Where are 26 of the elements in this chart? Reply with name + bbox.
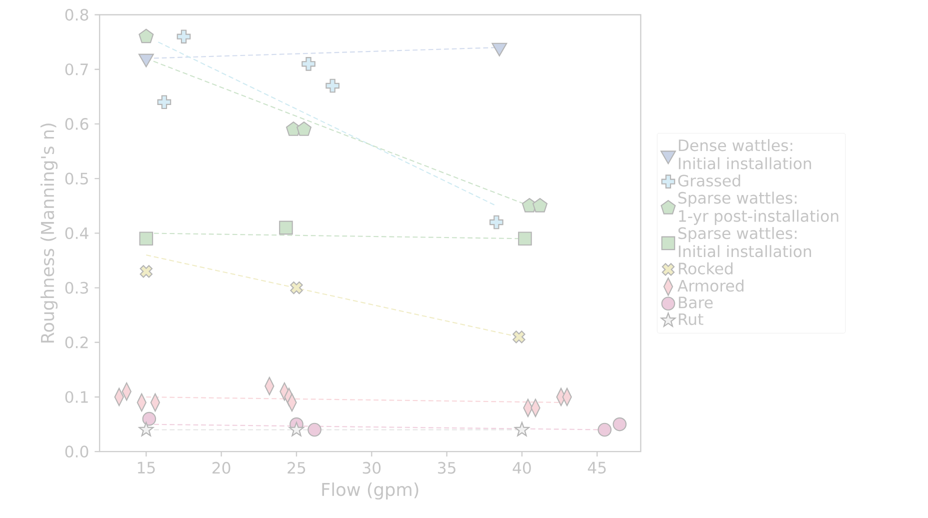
legend-label: Grassed	[678, 174, 740, 187]
legend-label: Rocked	[678, 262, 732, 275]
legend-label: Dense wattles: Initial installation	[678, 139, 812, 170]
y-tick-label: 0.5	[65, 172, 88, 185]
y-tick-label: 0.6	[65, 118, 88, 130]
y-tick-label: 0.0	[65, 446, 88, 458]
legend-label: Sparse wattles: 1-yr post-installation	[678, 192, 838, 226]
x-tick-label: 15	[138, 462, 155, 474]
legend-label: Sparse wattles: Initial installation	[678, 227, 812, 258]
x-tick-label: 30	[362, 462, 381, 474]
legend-label: Rut	[678, 314, 704, 326]
legend-label: Armored	[677, 280, 744, 292]
y-tick-label: 0.8	[65, 9, 88, 21]
y-tick-label: 0.4	[65, 227, 88, 240]
y-axis-title: Roughness (Manning's n)	[40, 124, 58, 343]
x-tick-label: 35	[438, 462, 456, 474]
y-tick-label: 0.2	[65, 336, 88, 349]
y-tick-label: 0.1	[65, 391, 88, 404]
y-tick-label: 0.7	[65, 64, 88, 76]
x-tick-label: 20	[212, 462, 230, 474]
y-tick-label: 0.3	[65, 282, 88, 294]
x-axis-title: Flow (gpm)	[322, 482, 418, 500]
x-tick-label: 40	[512, 462, 531, 474]
x-tick-label: 45	[588, 462, 606, 474]
x-tick-label: 25	[288, 462, 306, 474]
legend-label: Bare	[678, 296, 713, 309]
